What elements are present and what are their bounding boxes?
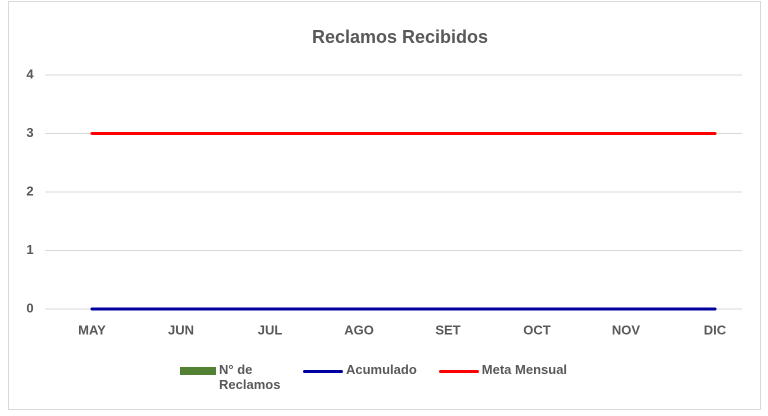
y-tick-label: 0 xyxy=(26,300,33,315)
chart-border xyxy=(8,1,761,410)
y-tick-label: 3 xyxy=(26,125,33,140)
x-tick-label: OCT xyxy=(523,322,551,337)
x-tick-label: JUN xyxy=(168,322,194,337)
legend-label: Meta Mensual xyxy=(481,362,568,377)
legend: N° de Reclamos Acumulado Meta Mensual xyxy=(180,362,567,392)
legend-label: N° de Reclamos xyxy=(219,362,281,392)
x-tick-label: DIC xyxy=(704,322,727,337)
x-tick-label: MAY xyxy=(78,322,106,337)
x-tick-label: JUL xyxy=(258,322,283,337)
x-tick-label: AGO xyxy=(344,322,374,337)
x-tick-label: SET xyxy=(435,322,460,337)
legend-item: Acumulado xyxy=(303,362,417,392)
legend-item: N° de Reclamos xyxy=(180,362,281,392)
legend-swatch xyxy=(438,370,479,373)
legend-label: Acumulado xyxy=(346,362,417,377)
legend-swatch xyxy=(180,367,216,375)
y-tick-label: 4 xyxy=(26,66,34,81)
legend-item: Meta Mensual xyxy=(438,362,568,392)
y-tick-label: 2 xyxy=(26,183,33,198)
chart-title: Reclamos Recibidos xyxy=(312,27,488,47)
legend-swatch xyxy=(303,370,343,373)
y-tick-label: 1 xyxy=(26,242,33,257)
x-tick-label: NOV xyxy=(612,322,641,337)
